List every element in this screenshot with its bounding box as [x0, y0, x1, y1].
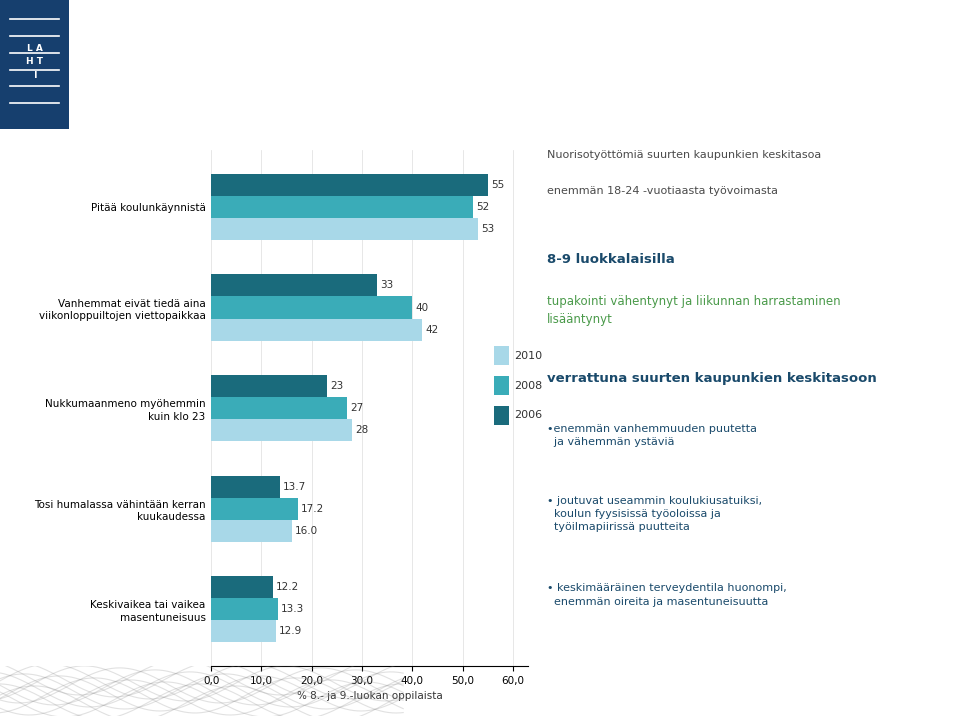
Text: 53: 53 — [481, 224, 494, 234]
Text: • keskimääräinen terveydentila huonompi,
  enemmän oireita ja masentuneisuutta: • keskimääräinen terveydentila huonompi,… — [547, 584, 787, 606]
Text: 2008: 2008 — [515, 381, 542, 390]
Bar — [211, 620, 276, 642]
Text: Lapset ja nuoret: Lapset ja nuoret — [85, 42, 318, 65]
Text: 27: 27 — [350, 403, 363, 413]
Text: 55: 55 — [491, 180, 504, 190]
Bar — [211, 218, 478, 240]
Text: 28: 28 — [355, 425, 369, 435]
Bar — [211, 475, 280, 498]
Text: 16.0: 16.0 — [295, 526, 318, 536]
Text: 23: 23 — [330, 381, 343, 391]
Text: Nuorisotyöttömiä suurten kaupunkien keskitasoa: Nuorisotyöttömiä suurten kaupunkien kesk… — [547, 150, 822, 160]
Bar — [211, 598, 278, 620]
Bar — [211, 419, 352, 441]
Text: verrattuna suurten kaupunkien keskitasoon: verrattuna suurten kaupunkien keskitasoo… — [547, 372, 876, 385]
Text: 40: 40 — [416, 303, 428, 313]
Bar — [211, 196, 472, 218]
Bar — [211, 375, 326, 397]
Bar — [211, 498, 298, 520]
Text: 12.2: 12.2 — [276, 582, 299, 592]
Bar — [211, 576, 273, 598]
Bar — [211, 520, 292, 542]
Bar — [211, 319, 422, 341]
Text: 12.9: 12.9 — [279, 626, 302, 637]
FancyBboxPatch shape — [0, 0, 69, 129]
Text: • joutuvat useammin koulukiusatuiksi,
  koulun fyysisissä työoloissa ja
  työilm: • joutuvat useammin koulukiusatuiksi, ko… — [547, 495, 762, 532]
Text: 17.2: 17.2 — [300, 503, 324, 513]
FancyBboxPatch shape — [494, 377, 509, 395]
Bar — [211, 274, 377, 296]
Text: tupakointi vähentynyt ja liikunnan harrastaminen
lisääntynyt: tupakointi vähentynyt ja liikunnan harra… — [547, 295, 841, 326]
Text: 52: 52 — [476, 202, 489, 212]
Text: 13.7: 13.7 — [283, 482, 306, 492]
FancyBboxPatch shape — [494, 347, 509, 365]
Text: 33: 33 — [380, 281, 394, 291]
Text: enemmän 18-24 -vuotiaasta työvoimasta: enemmän 18-24 -vuotiaasta työvoimasta — [547, 186, 779, 196]
Text: 42: 42 — [425, 324, 439, 334]
Text: 2010: 2010 — [515, 351, 542, 361]
X-axis label: % 8.- ja 9.-luokan oppilaista: % 8.- ja 9.-luokan oppilaista — [297, 691, 443, 701]
Text: 8-9 luokkalaisilla: 8-9 luokkalaisilla — [547, 253, 675, 266]
Text: 13.3: 13.3 — [281, 604, 304, 614]
Bar — [211, 174, 488, 196]
Text: •enemmän vanhemmuuden puutetta
  ja vähemmän ystäviä: •enemmän vanhemmuuden puutetta ja vähemm… — [547, 424, 757, 447]
Text: L A
H T
 I: L A H T I — [26, 44, 43, 79]
Bar — [211, 296, 413, 319]
Text: Hyvinvointia ilmentävät fyysinen ja psyykkinen terveys,
terveet elämäntavat ja r: Hyvinvointia ilmentävät fyysinen ja psyy… — [85, 90, 449, 121]
Text: Koettu hyvinvointi eri elämänvaiheissa: Koettu hyvinvointi eri elämänvaiheissa — [85, 10, 343, 24]
Text: 2006: 2006 — [515, 410, 542, 420]
Bar — [211, 397, 347, 419]
FancyBboxPatch shape — [494, 406, 509, 425]
